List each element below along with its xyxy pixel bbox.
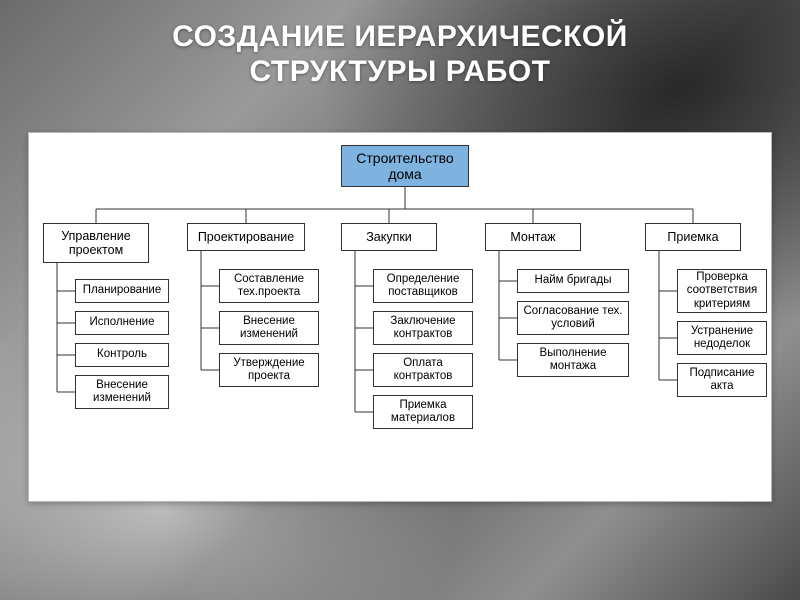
- leaf-node-4-1: Устранение недоделок: [677, 321, 767, 355]
- diagram-panel: Строительство дома Управление проектом Пла…: [28, 132, 772, 502]
- leaf-node-2-1: Заключение контрактов: [373, 311, 473, 345]
- branch-node-4: Приемка: [645, 223, 741, 251]
- leaf-node-3-0: Найм бригады: [517, 269, 629, 293]
- branch-node-1: Проектирование: [187, 223, 305, 251]
- leaf-node-1-1: Внесение изменений: [219, 311, 319, 345]
- leaf-node-2-3: Приемка материалов: [373, 395, 473, 429]
- leaf-node-2-0: Определение поставщиков: [373, 269, 473, 303]
- title-line-1: СОЗДАНИЕ ИЕРАРХИЧЕСКОЙ: [172, 20, 628, 53]
- page-title: СОЗДАНИЕ ИЕРАРХИЧЕСКОЙ СТРУКТУРЫ РАБОТ: [0, 20, 800, 89]
- branch-node-2: Закупки: [341, 223, 437, 251]
- leaf-node-3-2: Выполнение монтажа: [517, 343, 629, 377]
- leaf-node-3-1: Согласование тех. условий: [517, 301, 629, 335]
- leaf-node-0-0: Планирование: [75, 279, 169, 303]
- slide: СОЗДАНИЕ ИЕРАРХИЧЕСКОЙ СТРУКТУРЫ РАБОТ С…: [0, 0, 800, 600]
- leaf-node-1-2: Утверждение проекта: [219, 353, 319, 387]
- leaf-node-0-3: Внесение изменений: [75, 375, 169, 409]
- title-line-2: СТРУКТУРЫ РАБОТ: [249, 55, 550, 88]
- leaf-node-0-2: Контроль: [75, 343, 169, 367]
- branch-node-0: Управление проектом: [43, 223, 149, 263]
- wbs-tree: Строительство дома Управление проектом Пла…: [29, 133, 771, 501]
- leaf-node-4-0: Проверка соответствия критериям: [677, 269, 767, 313]
- root-node: Строительство дома: [341, 145, 469, 187]
- leaf-node-4-2: Подписание акта: [677, 363, 767, 397]
- branch-node-3: Монтаж: [485, 223, 581, 251]
- leaf-node-0-1: Исполнение: [75, 311, 169, 335]
- leaf-node-1-0: Составление тех.проекта: [219, 269, 319, 303]
- leaf-node-2-2: Оплата контрактов: [373, 353, 473, 387]
